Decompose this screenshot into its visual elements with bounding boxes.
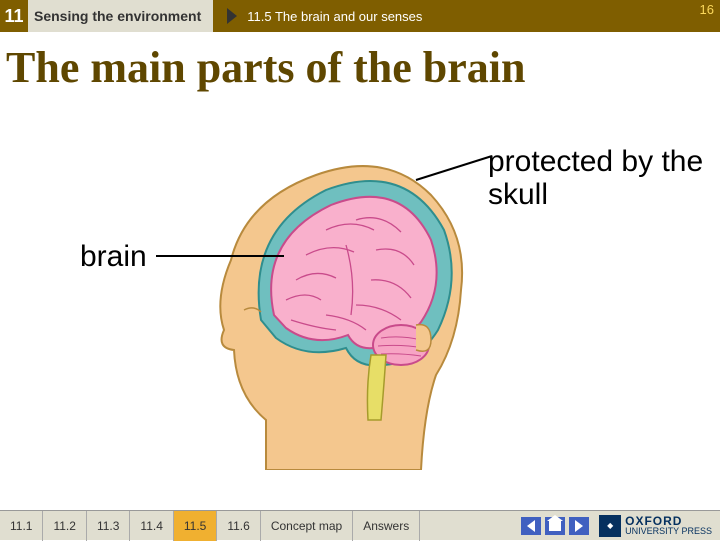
slide-number: 16: [700, 2, 714, 17]
nav-11-2[interactable]: 11.2: [43, 511, 86, 541]
nav-concept-map[interactable]: Concept map: [261, 511, 353, 541]
next-button[interactable]: [569, 517, 589, 535]
publisher-subtitle: UNIVERSITY PRESS: [625, 526, 712, 536]
oxford-crest-icon: ◆: [599, 515, 621, 537]
brain-diagram: [206, 150, 476, 470]
header-bar: 11 Sensing the environment 11.5 The brai…: [0, 0, 720, 32]
chevron-right-icon: [227, 8, 237, 24]
nav-11-3[interactable]: 11.3: [87, 511, 130, 541]
label-brain: brain: [80, 240, 147, 273]
nav-controls: ◆ OXFORDUNIVERSITY PRESS: [521, 515, 720, 537]
leader-skull: [206, 150, 526, 470]
nav-11-5[interactable]: 11.5: [174, 511, 217, 541]
publisher-logo: ◆ OXFORDUNIVERSITY PRESS: [599, 515, 712, 537]
nav-answers[interactable]: Answers: [353, 511, 420, 541]
nav-11-4[interactable]: 11.4: [130, 511, 173, 541]
section-title: 11.5 The brain and our senses: [247, 9, 422, 24]
chevron-left-icon: [527, 520, 535, 532]
chapter-number: 11: [0, 0, 28, 32]
footer-nav: 11.1 11.2 11.3 11.4 11.5 11.6 Concept ma…: [0, 510, 720, 540]
nav-11-6[interactable]: 11.6: [217, 511, 260, 541]
chevron-right-icon: [575, 520, 583, 532]
prev-button[interactable]: [521, 517, 541, 535]
home-icon: [549, 521, 561, 531]
nav-11-1[interactable]: 11.1: [0, 511, 43, 541]
page-title: The main parts of the brain: [6, 42, 525, 93]
chapter-title: Sensing the environment: [28, 0, 213, 32]
home-button[interactable]: [545, 517, 565, 535]
